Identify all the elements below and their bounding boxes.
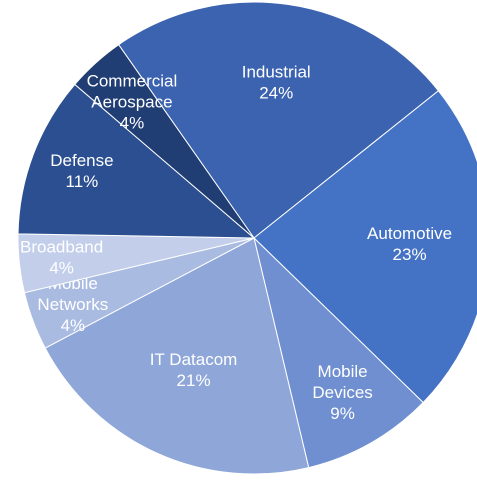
pie-slice-1 xyxy=(253,90,477,404)
pie-slice-2 xyxy=(253,236,424,469)
pie-slice-0 xyxy=(117,1,440,239)
slice-label-4: Mobile Networks 4% xyxy=(37,275,108,336)
slice-label-5: Broadband 4% xyxy=(20,238,103,278)
slice-label-7: Commercial Aerospace 4% xyxy=(87,72,178,133)
pie-slice-7 xyxy=(74,43,255,239)
slice-label-3: IT Datacom 21% xyxy=(150,350,238,390)
pie-slice-3 xyxy=(44,237,310,475)
slice-label-1: Automotive 23% xyxy=(367,225,452,265)
slice-label-0: Industrial 24% xyxy=(242,63,311,103)
slice-label-6: Defense 11% xyxy=(50,152,113,192)
pie-slice-6 xyxy=(17,83,256,239)
slice-label-2: Mobile Devices 9% xyxy=(312,362,372,423)
